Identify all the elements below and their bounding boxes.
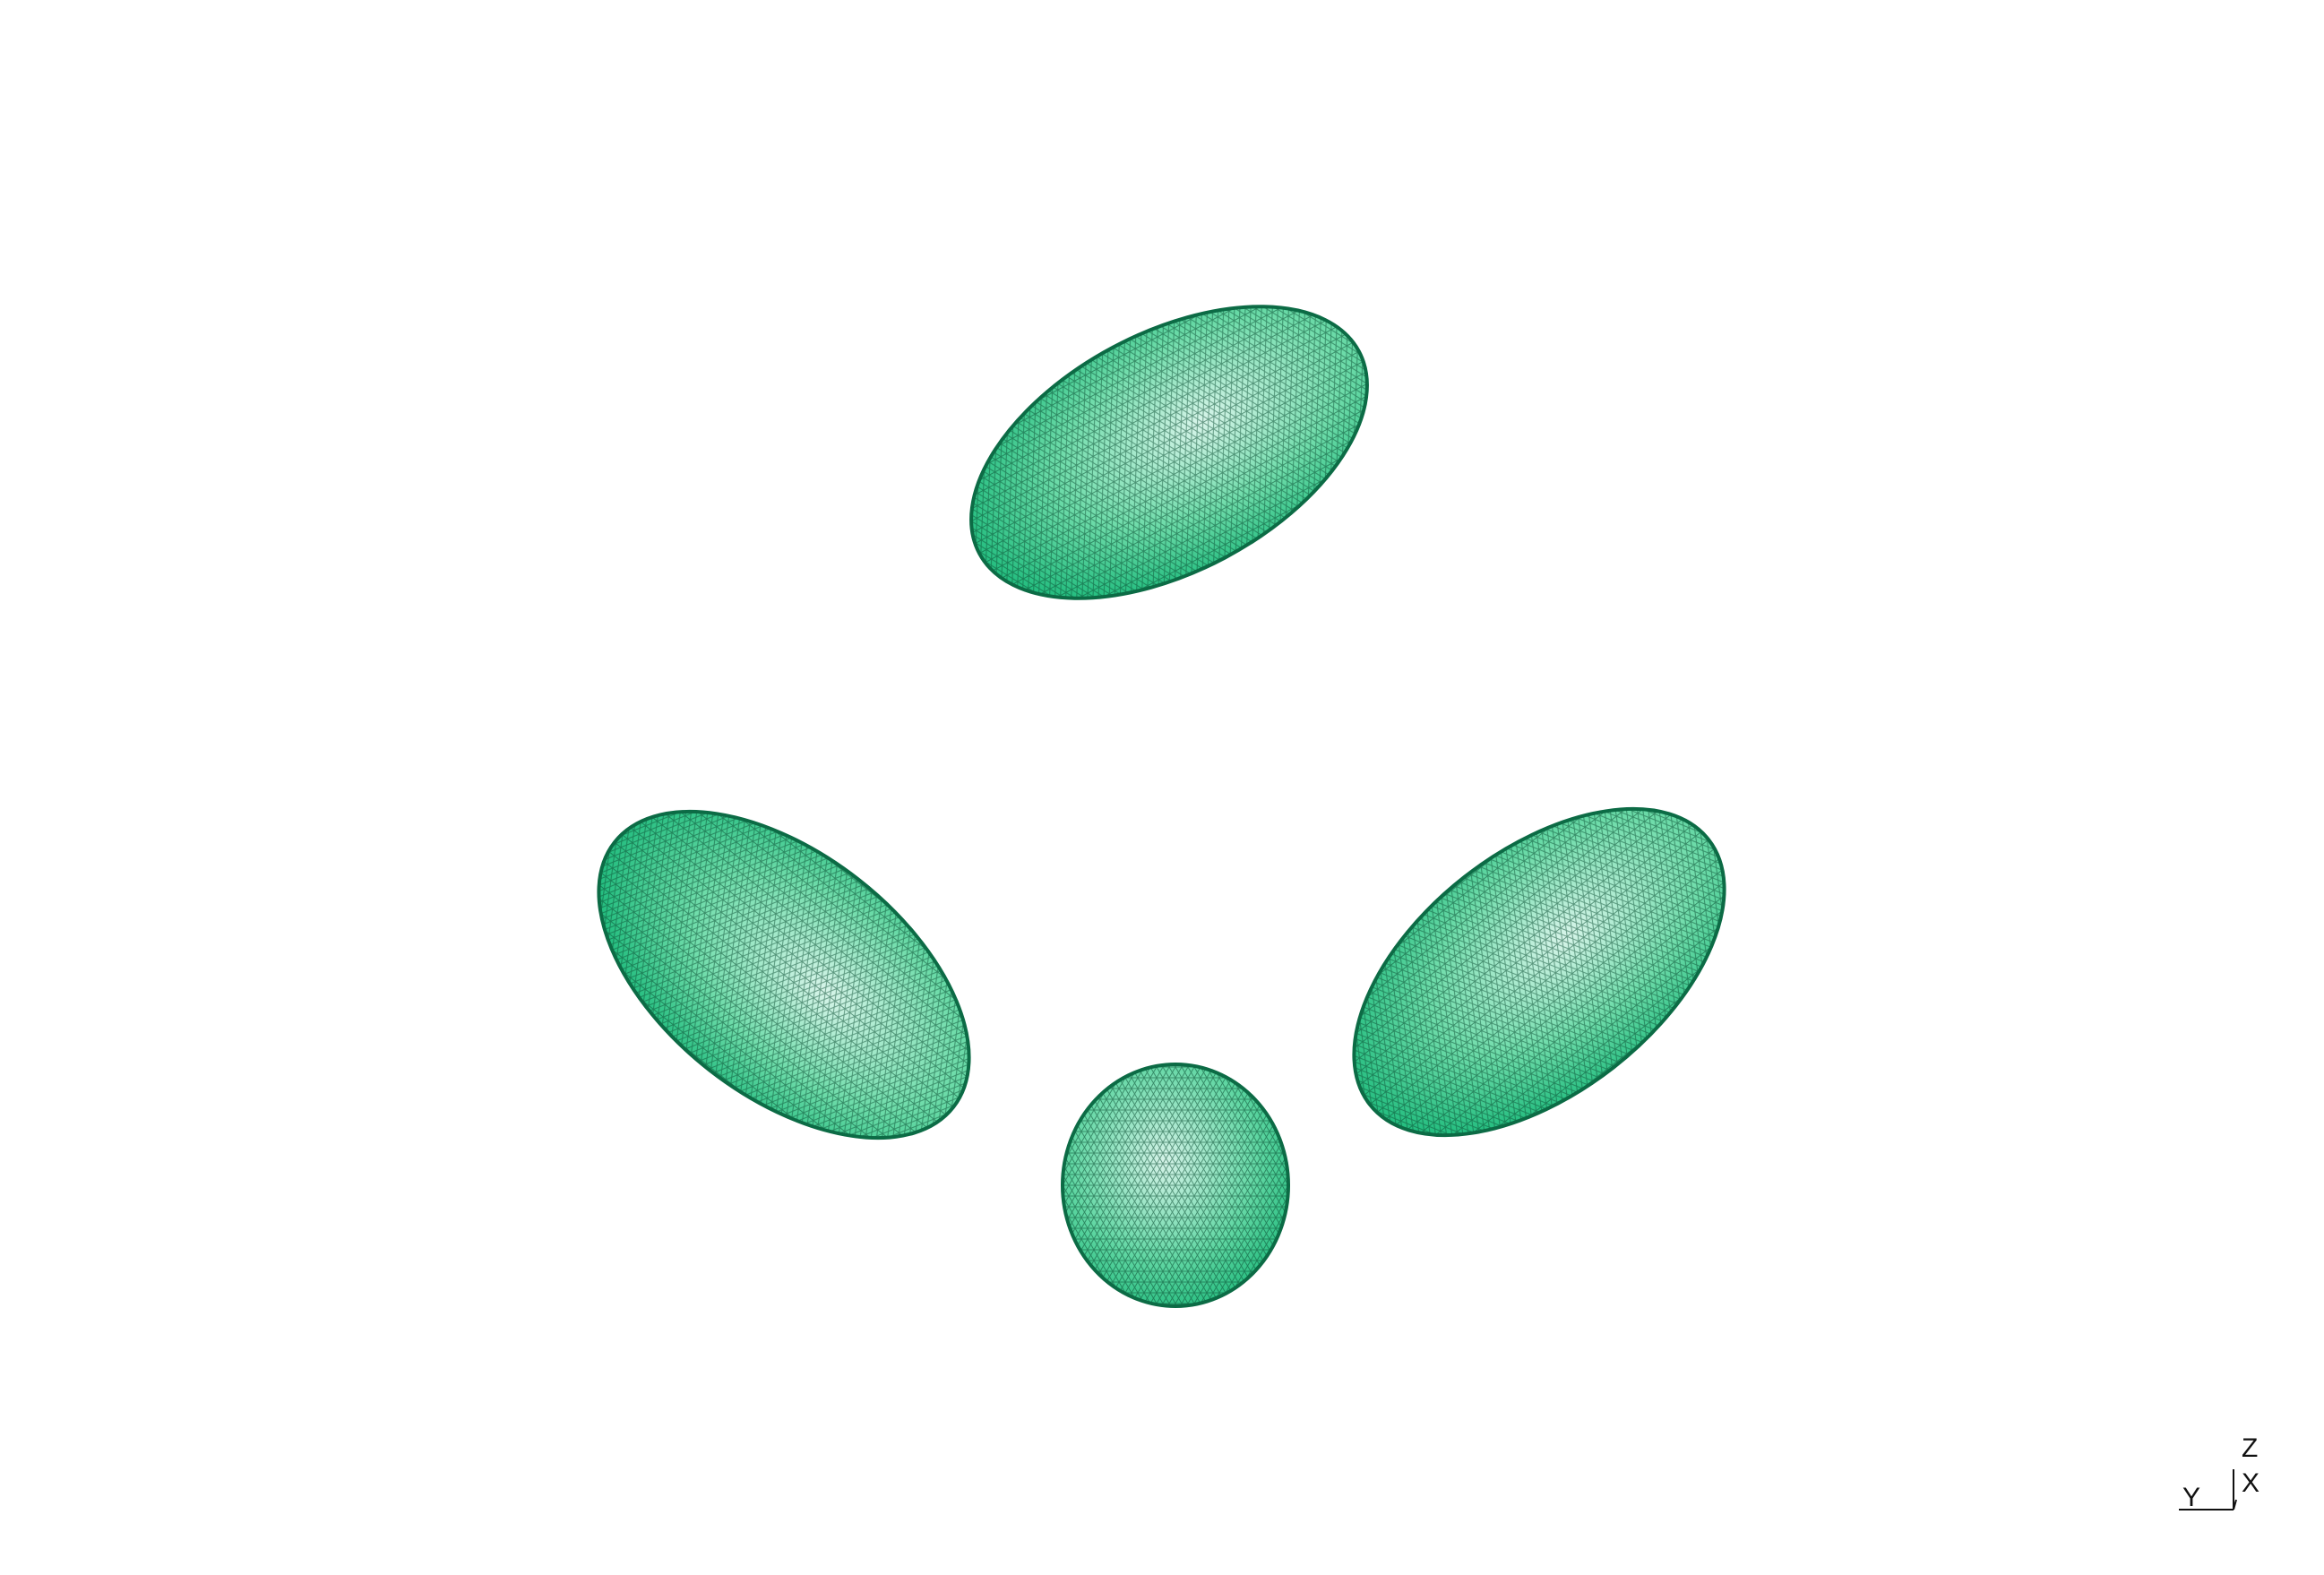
orientation-axes-widget: Z X Y	[2179, 1433, 2259, 1512]
axis-z-label: Z	[2242, 1433, 2258, 1463]
axis-x-label: X	[2242, 1468, 2259, 1498]
ellipsoid-right[interactable]	[1295, 744, 1783, 1200]
axis-x-line	[2233, 1499, 2237, 1510]
axis-y-label: Y	[2182, 1483, 2200, 1512]
sphere-bottom[interactable]	[1061, 1063, 1290, 1308]
ellipsoid-left[interactable]	[540, 747, 1028, 1202]
ellipsoid-top[interactable]	[924, 246, 1416, 658]
